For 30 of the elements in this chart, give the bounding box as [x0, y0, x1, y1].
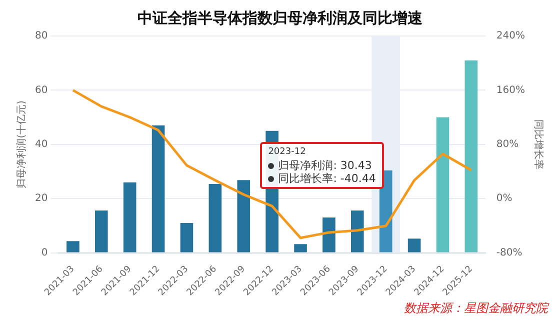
bar	[208, 184, 222, 252]
bar	[152, 125, 165, 252]
source-note: 数据来源：星图金融研究院	[404, 301, 550, 316]
y-tick-label: 0	[41, 247, 48, 258]
annotation: 2023-12	[268, 146, 307, 160]
y-tick-label: 20	[34, 193, 48, 204]
bar	[464, 60, 478, 252]
bar	[351, 210, 364, 252]
y2-tick-label: 80%	[496, 138, 519, 150]
y2-tick-label: 0%	[496, 193, 512, 204]
bar	[180, 222, 194, 252]
bar	[237, 180, 250, 252]
y-tick-label: 80	[34, 30, 48, 42]
y-axis-title: 归母净利润(十亿元)	[16, 100, 28, 188]
annotation: 同比增长率: -40.44	[278, 172, 376, 186]
y-tick-label: 40	[34, 138, 48, 150]
y2-tick-label: 240%	[496, 30, 526, 42]
bar	[294, 244, 307, 252]
bar	[408, 238, 421, 252]
chart-title: 中证全指半导体指数归母净利润及同比增速	[138, 8, 424, 27]
annotation: 归母净利润: 30.43	[278, 159, 372, 172]
y2-tick-label: 160%	[496, 84, 526, 96]
bar	[436, 117, 450, 252]
y-tick-label: 60	[34, 84, 48, 96]
y2-tick-label: -80%	[496, 247, 522, 258]
bar	[123, 182, 136, 252]
bar	[66, 241, 80, 252]
bar	[322, 218, 336, 252]
y2-axis-title: 同比增长率	[532, 119, 544, 170]
bar	[94, 210, 108, 252]
